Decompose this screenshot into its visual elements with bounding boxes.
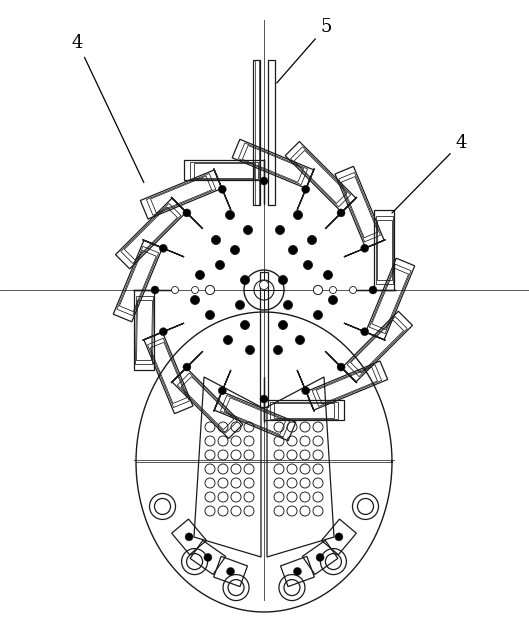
Circle shape [183,209,191,217]
Circle shape [304,261,313,269]
Circle shape [294,210,303,220]
Circle shape [225,210,234,220]
Circle shape [241,276,250,284]
Circle shape [369,286,377,294]
Circle shape [190,295,199,305]
Circle shape [361,328,369,336]
Circle shape [226,567,234,575]
Circle shape [335,533,343,541]
Circle shape [361,244,369,253]
Circle shape [314,310,323,320]
Circle shape [316,554,324,562]
Circle shape [218,185,226,193]
Circle shape [278,320,287,330]
Circle shape [260,281,269,289]
Circle shape [314,285,323,294]
Bar [255,60,259,205]
Circle shape [276,226,285,234]
Circle shape [329,295,338,305]
Bar [253,60,260,205]
Circle shape [324,271,333,279]
Circle shape [273,345,282,355]
Circle shape [330,287,336,294]
Circle shape [196,271,205,279]
Circle shape [171,287,178,294]
Circle shape [278,276,287,284]
Text: 4: 4 [392,134,467,213]
Circle shape [218,387,226,395]
Circle shape [151,286,159,294]
Bar [260,272,268,407]
Text: 5: 5 [277,18,331,83]
Circle shape [215,261,224,269]
Circle shape [231,246,240,254]
Circle shape [185,533,193,541]
Circle shape [183,363,191,371]
Circle shape [314,285,323,294]
Circle shape [159,328,167,336]
Circle shape [241,320,250,330]
Circle shape [235,300,244,310]
Circle shape [204,554,212,562]
Circle shape [302,185,309,193]
Circle shape [243,226,252,234]
Circle shape [260,395,268,403]
Circle shape [302,387,309,395]
Circle shape [307,236,316,244]
Circle shape [337,363,345,371]
Circle shape [260,177,268,185]
Circle shape [205,285,214,294]
Circle shape [294,567,302,575]
Circle shape [223,335,233,345]
Circle shape [350,287,357,294]
Circle shape [159,244,167,253]
Circle shape [284,300,293,310]
Circle shape [191,287,198,294]
Text: 4: 4 [72,34,144,182]
Circle shape [288,246,297,254]
Circle shape [205,285,214,294]
Bar [268,60,275,205]
Circle shape [212,236,221,244]
Circle shape [205,310,214,320]
Circle shape [296,335,305,345]
Circle shape [245,345,254,355]
Circle shape [337,209,345,217]
